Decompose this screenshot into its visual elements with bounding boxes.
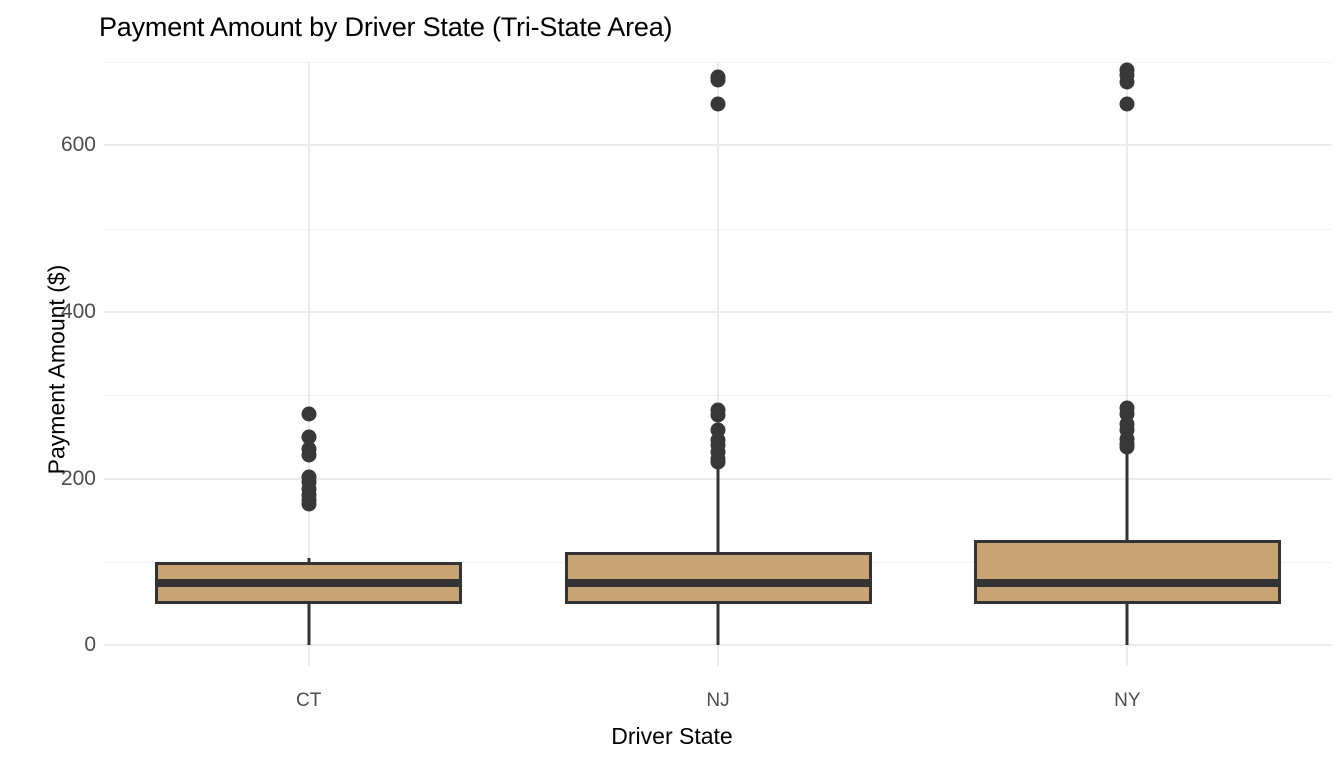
boxplot-ct[interactable]	[104, 62, 1332, 666]
box-iqr	[973, 540, 1281, 604]
whisker-upper	[716, 463, 720, 552]
boxplot-ny[interactable]	[104, 62, 1332, 666]
median-line	[564, 578, 872, 587]
outlier-point	[1119, 74, 1135, 90]
plot-panel	[104, 62, 1332, 666]
x-axis-title: Driver State	[611, 723, 733, 749]
y-tick-label: 200	[60, 466, 96, 490]
median-line	[973, 578, 1281, 587]
y-tick-label: 400	[60, 299, 96, 323]
whisker-upper	[307, 557, 311, 562]
boxplot-nj[interactable]	[104, 62, 1332, 666]
x-tick-label-nj: NJ	[706, 690, 730, 711]
outlier-point	[301, 496, 317, 512]
x-tick-label-ct: CT	[295, 690, 322, 711]
box-iqr	[564, 551, 872, 604]
y-tick-label: 0	[84, 633, 96, 657]
whisker-lower	[307, 603, 311, 646]
whisker-lower	[1125, 603, 1129, 646]
gridline-major-vertical	[1126, 62, 1129, 666]
y-tick-label: 600	[60, 133, 96, 157]
x-tick-label-ny: NY	[1114, 690, 1141, 711]
outlier-point	[710, 96, 726, 112]
outlier-point	[710, 407, 726, 423]
outlier-point	[301, 429, 317, 445]
outlier-point	[1119, 96, 1135, 112]
outlier-point	[710, 72, 726, 88]
outlier-point	[1119, 439, 1135, 455]
outlier-point	[710, 454, 726, 470]
y-axis-tick-labels: 0 200 400 600	[0, 62, 96, 666]
gridline-major-vertical	[307, 62, 310, 666]
gridline-major-vertical	[717, 62, 719, 666]
median-line	[155, 578, 463, 587]
outlier-point	[301, 447, 317, 463]
whisker-upper	[1125, 449, 1129, 541]
whisker-lower	[716, 603, 720, 646]
outlier-point	[301, 406, 317, 422]
chart-title: Payment Amount by Driver State (Tri-Stat…	[99, 12, 673, 42]
